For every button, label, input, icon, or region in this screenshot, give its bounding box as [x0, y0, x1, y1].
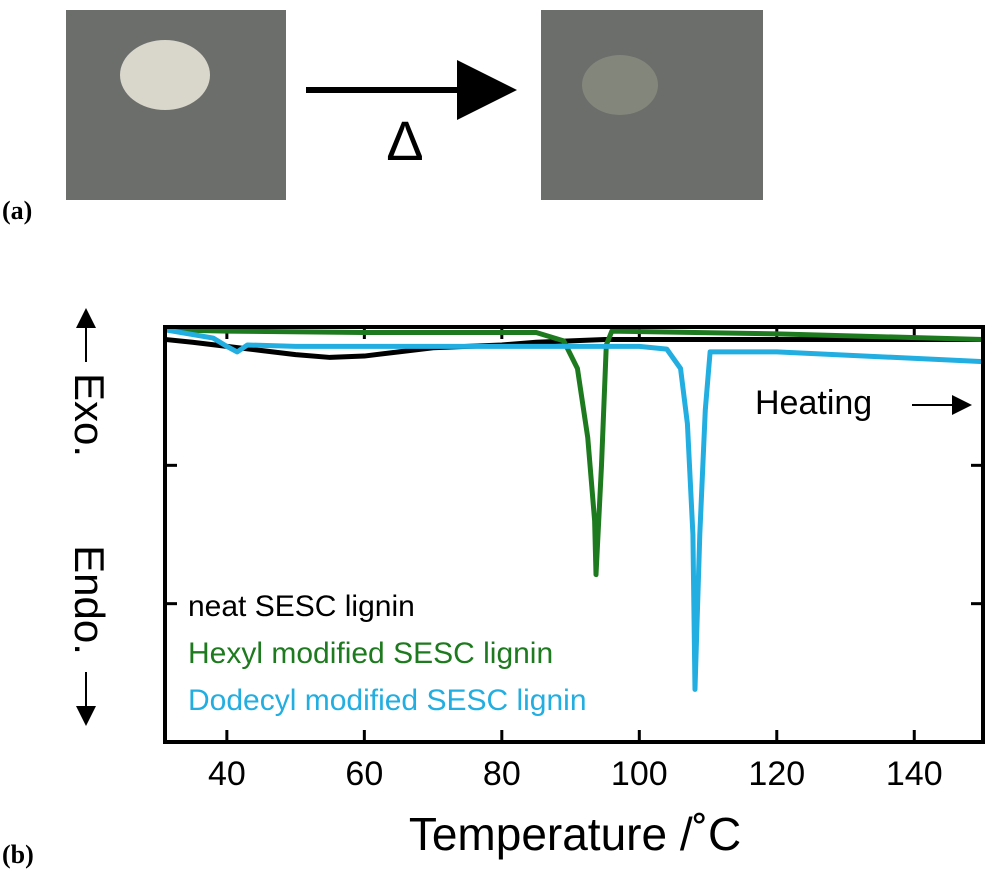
- plot-frame: [163, 325, 985, 744]
- exo-label: Exo.: [66, 373, 113, 457]
- melt: [582, 55, 658, 115]
- x-tick-label: 40: [208, 755, 246, 793]
- legend-label: neat SESC lignin: [188, 590, 415, 623]
- legend-label: Hexyl modified SESC lignin: [188, 637, 553, 670]
- series-line: [164, 327, 984, 578]
- photo-after: [541, 10, 763, 200]
- delta: Δ: [386, 109, 423, 172]
- powder: [120, 40, 210, 110]
- endo-label: Endo.: [66, 545, 113, 655]
- series-line: [164, 327, 984, 692]
- x-tick-label: 120: [748, 755, 805, 793]
- heating-label: Heating: [755, 384, 872, 422]
- panel-label: (a): [2, 196, 32, 225]
- panel-label: (b): [2, 840, 34, 869]
- x-tick-label: 60: [345, 755, 383, 793]
- x-tick-label: 140: [886, 755, 943, 793]
- legend-label: Dodecyl modified SESC lignin: [188, 684, 587, 717]
- x-axis-title: Temperature /˚C: [409, 808, 741, 860]
- x-tick-label: 80: [483, 755, 521, 793]
- x-tick-label: 100: [611, 755, 668, 793]
